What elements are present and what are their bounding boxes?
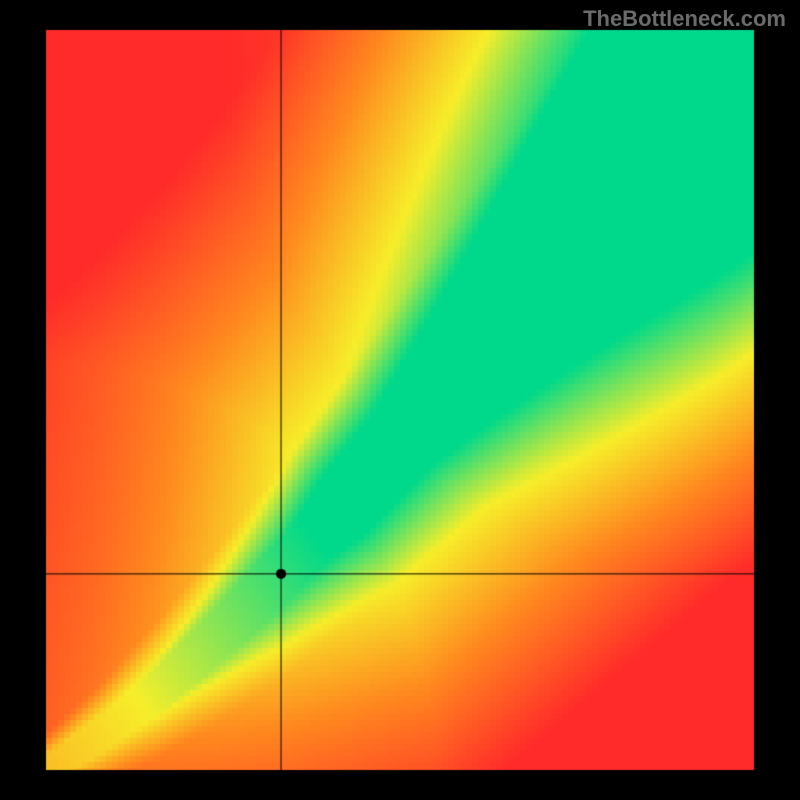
watermark-text: TheBottleneck.com [583, 6, 786, 32]
bottleneck-heatmap [0, 0, 800, 800]
chart-container: TheBottleneck.com [0, 0, 800, 800]
